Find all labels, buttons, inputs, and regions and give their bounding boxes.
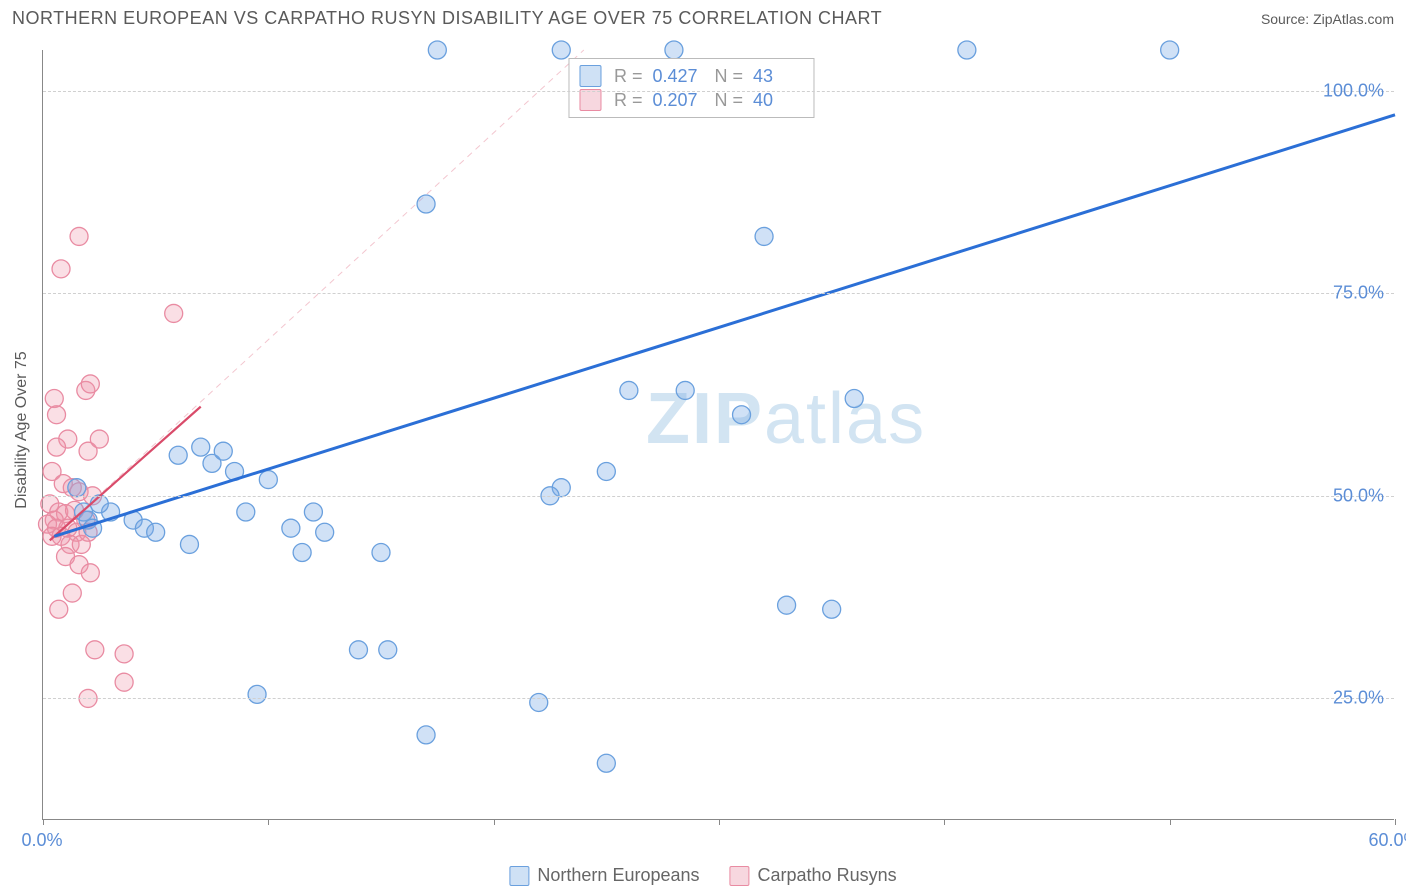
xtick	[43, 819, 44, 825]
northern-r-value: 0.427	[652, 66, 702, 87]
legend-stats: R = 0.427 N = 43 R = 0.207 N = 40	[569, 58, 814, 118]
gridline	[43, 91, 1394, 92]
legend-stats-northern: R = 0.427 N = 43	[580, 65, 803, 87]
xtick-label: 0.0%	[21, 830, 62, 851]
carpatho-n-value: 40	[753, 90, 803, 111]
source-attribution: Source: ZipAtlas.com	[1261, 11, 1394, 27]
xtick	[268, 819, 269, 825]
carpatho-r-value: 0.207	[652, 90, 702, 111]
xtick	[944, 819, 945, 825]
gridline	[43, 293, 1394, 294]
xtick	[494, 819, 495, 825]
gridline	[43, 698, 1394, 699]
ytick-label: 100.0%	[1323, 80, 1384, 101]
chart-header: NORTHERN EUROPEAN VS CARPATHO RUSYN DISA…	[0, 0, 1406, 37]
xtick-label: 60.0%	[1368, 830, 1406, 851]
ytick-label: 75.0%	[1333, 283, 1384, 304]
northern-n-value: 43	[753, 66, 803, 87]
r-label: R =	[614, 66, 643, 87]
plot-svg	[43, 50, 1394, 819]
source-value: ZipAtlas.com	[1313, 11, 1394, 27]
chart-title: NORTHERN EUROPEAN VS CARPATHO RUSYN DISA…	[12, 8, 882, 29]
legend-item-carpatho: Carpatho Rusyns	[730, 865, 897, 886]
legend-stats-carpatho: R = 0.207 N = 40	[580, 89, 803, 111]
xtick	[1170, 819, 1171, 825]
northern-swatch	[580, 65, 602, 87]
legend-item-northern: Northern Europeans	[509, 865, 699, 886]
carpatho-swatch-icon	[730, 866, 750, 886]
ytick-label: 50.0%	[1333, 485, 1384, 506]
carpatho-swatch	[580, 89, 602, 111]
carpatho-label: Carpatho Rusyns	[758, 865, 897, 886]
northern-swatch-icon	[509, 866, 529, 886]
r-label: R =	[614, 90, 643, 111]
n-label: N =	[714, 66, 743, 87]
source-label: Source:	[1261, 11, 1309, 27]
xtick	[1395, 819, 1396, 825]
northern-label: Northern Europeans	[537, 865, 699, 886]
xtick	[719, 819, 720, 825]
y-axis-label: Disability Age Over 75	[13, 351, 31, 508]
plot-area: ZIPatlas R = 0.427 N = 43 R = 0.207 N = …	[42, 50, 1394, 820]
n-label: N =	[714, 90, 743, 111]
gridline	[43, 496, 1394, 497]
ytick-label: 25.0%	[1333, 688, 1384, 709]
legend-series: Northern Europeans Carpatho Rusyns	[509, 865, 896, 886]
